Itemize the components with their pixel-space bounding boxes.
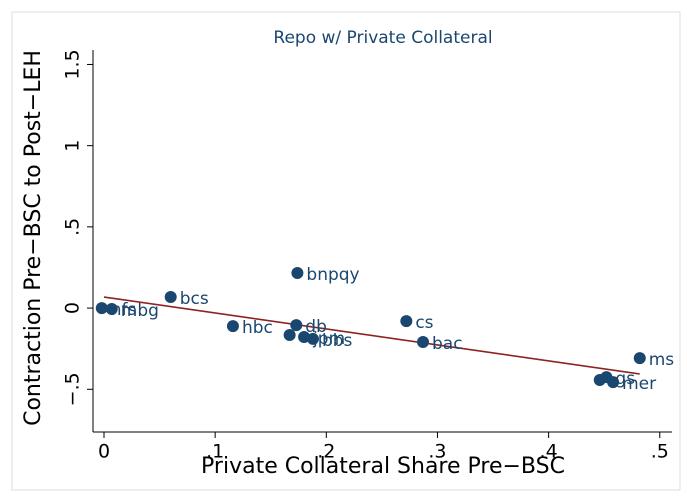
y-axis-title: Contraction Pre−BSC to Post−LEH xyxy=(21,50,46,426)
point xyxy=(226,320,239,333)
chart-title: Repo w/ Private Collateral xyxy=(273,28,492,48)
point-label: jpm xyxy=(312,329,345,349)
y-tick-label: −.5 xyxy=(62,372,84,406)
x-tick-label: .5 xyxy=(651,441,669,463)
x-tick-label: .1 xyxy=(206,441,224,463)
point xyxy=(400,315,413,328)
point-label: hbc xyxy=(242,318,273,338)
y-tick-label: 1.5 xyxy=(62,49,84,79)
point xyxy=(290,319,303,332)
point-label: nfs xyxy=(111,300,137,320)
point xyxy=(306,332,319,345)
point xyxy=(95,302,108,315)
point-label: db xyxy=(305,317,327,337)
x-tick-label: 0 xyxy=(98,441,110,463)
point xyxy=(607,376,620,389)
point xyxy=(164,291,177,304)
graph-frame xyxy=(11,11,681,491)
point-label: mer xyxy=(622,374,656,394)
x-tick-label: .4 xyxy=(540,441,558,463)
point xyxy=(283,329,296,342)
point-label: bbs xyxy=(322,331,353,351)
point-label: mbg xyxy=(121,301,159,321)
y-tick-label: 1 xyxy=(62,140,84,152)
point xyxy=(291,266,304,279)
point xyxy=(105,303,118,316)
y-tick-label: .5 xyxy=(62,218,84,236)
point xyxy=(633,352,646,365)
point-label: bnpqy xyxy=(306,265,359,285)
point-label: gs xyxy=(615,369,635,389)
point-label: bac xyxy=(432,334,463,354)
x-tick-label: .3 xyxy=(428,441,446,463)
point-label: cs xyxy=(415,313,433,333)
point xyxy=(417,336,430,349)
x-axis-title: Private Collateral Share Pre−BSC xyxy=(201,454,565,479)
point-label: ms xyxy=(649,350,675,370)
y-tick-label: 0 xyxy=(62,302,84,314)
x-tick-label: .2 xyxy=(317,441,335,463)
point-label: bcs xyxy=(180,289,209,309)
fit-line xyxy=(103,296,640,375)
